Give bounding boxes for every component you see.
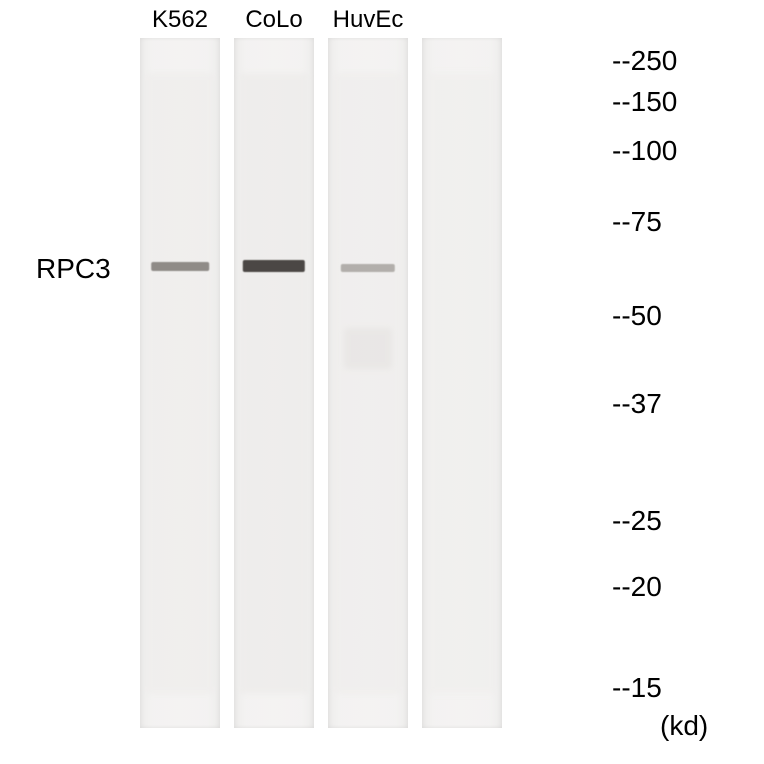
lane-HuvEc	[328, 38, 408, 728]
marker-prefix: --	[612, 206, 631, 237]
blot-area	[140, 38, 502, 728]
marker-prefix: --	[612, 45, 631, 76]
lane-smear	[146, 73, 214, 694]
marker-value: 15	[631, 672, 662, 703]
marker-prefix: --	[612, 672, 631, 703]
marker-prefix: --	[612, 388, 631, 419]
mw-marker-250: --250	[612, 45, 677, 77]
marker-value: 250	[631, 45, 678, 76]
marker-prefix: --	[612, 505, 631, 536]
mw-marker-37: --37	[612, 388, 662, 420]
lane-CoLo	[234, 38, 314, 728]
mw-marker-50: --50	[612, 300, 662, 332]
lane-smear	[344, 328, 392, 369]
mw-marker-15: --15	[612, 672, 662, 704]
marker-value: 100	[631, 135, 678, 166]
marker-prefix: --	[612, 135, 631, 166]
lane-blank	[422, 38, 502, 728]
marker-value: 75	[631, 206, 662, 237]
marker-prefix: --	[612, 300, 631, 331]
marker-value: 20	[631, 571, 662, 602]
lane-smear	[428, 73, 496, 694]
lane-K562	[140, 38, 220, 728]
lane-label-HuvEc: HuvEc	[333, 6, 404, 34]
unit-label: (kd)	[660, 710, 708, 742]
protein-band	[151, 262, 209, 271]
marker-prefix: --	[612, 86, 631, 117]
marker-value: 50	[631, 300, 662, 331]
lane-label-K562: K562	[152, 6, 208, 34]
protein-band	[243, 260, 305, 272]
mw-marker-150: --150	[612, 86, 677, 118]
lane-label-CoLo: CoLo	[245, 6, 302, 34]
marker-value: 150	[631, 86, 678, 117]
mw-marker-100: --100	[612, 135, 677, 167]
protein-band	[341, 264, 395, 272]
lane-smear	[240, 73, 308, 694]
marker-value: 25	[631, 505, 662, 536]
marker-value: 37	[631, 388, 662, 419]
mw-marker-75: --75	[612, 206, 662, 238]
mw-marker-20: --20	[612, 571, 662, 603]
lane-smear	[334, 73, 402, 694]
marker-prefix: --	[612, 571, 631, 602]
mw-marker-25: --25	[612, 505, 662, 537]
protein-label: RPC3	[36, 253, 111, 285]
